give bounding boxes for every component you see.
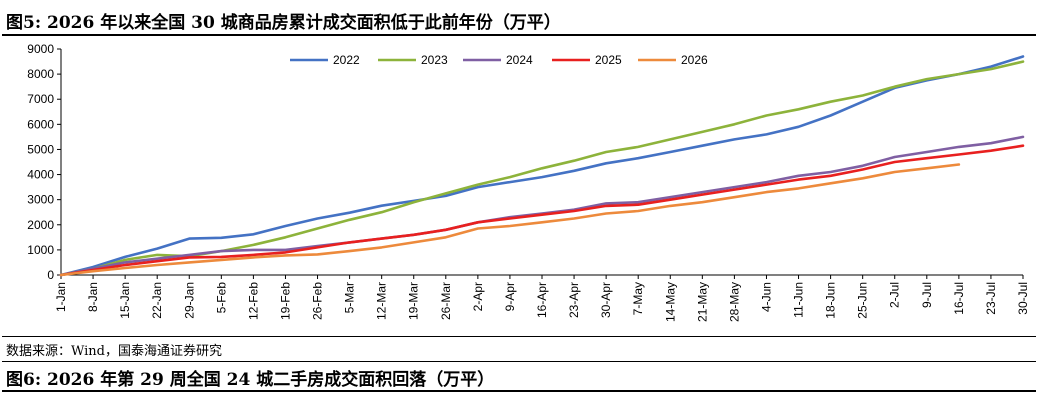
x-tick-label: 9-Apr xyxy=(503,282,517,311)
legend: 2022 2023 2024 2025 2026 xyxy=(290,53,708,67)
x-tick-label: 19-Mar xyxy=(407,282,421,320)
legend-label-2025: 2025 xyxy=(595,53,622,67)
cumulative-transaction-area-line-chart: 0 1000 2000 3000 4000 5000 6000 7000 8000 9000 1-… xyxy=(27,42,1030,322)
y-tick-label: 9000 xyxy=(27,42,54,56)
x-tick-label: 25-Jun xyxy=(856,282,870,319)
x-tick-label: 11-Jun xyxy=(792,282,806,318)
y-tick-label: 8000 xyxy=(27,67,54,81)
series-line-2022 xyxy=(59,55,1025,277)
x-tick-label: 16-Jul xyxy=(952,282,966,315)
series-line-2026 xyxy=(59,163,961,277)
source-note: 数据来源：Wind，国泰海通证券研究 xyxy=(6,344,222,359)
x-tick-label: 9-Jul xyxy=(920,282,934,308)
x-tick-label: 2-Apr xyxy=(471,282,485,311)
source-divider xyxy=(2,336,1036,337)
x-tick-label: 23-Apr xyxy=(567,282,581,318)
x-tick-label: 1-Jan xyxy=(54,282,68,312)
x-tick-label: 7-May xyxy=(631,282,645,315)
x-tick-label: 14-May xyxy=(663,282,677,322)
x-tick-label: 8-Jan xyxy=(86,282,100,312)
title-underline xyxy=(2,34,1036,36)
figure-6-top-rule xyxy=(2,361,1036,362)
legend-label-2022: 2022 xyxy=(333,53,360,67)
x-tick-label: 4-Jun xyxy=(759,282,773,312)
x-tick-label: 18-Jun xyxy=(824,282,838,319)
x-axis: 1-Jan 8-Jan 15-Jan 22-Jan 29-Jan 5-Feb 12-Feb 1… xyxy=(54,274,1030,322)
x-tick-label: 5-Mar xyxy=(343,282,357,313)
figure-6-underline xyxy=(2,390,1036,392)
y-tick-label: 0 xyxy=(47,268,54,282)
y-tick-label: 4000 xyxy=(27,168,54,182)
figure-5-title: 图5: 2026 年以来全国 30 城商品房累计成交面积低于此前年份（万平） xyxy=(6,13,561,33)
x-tick-label: 19-Feb xyxy=(278,282,292,320)
legend-label-2026: 2026 xyxy=(681,53,708,67)
x-tick-label: 28-May xyxy=(727,282,741,322)
figure-6-title: 图6: 2026 年第 29 周全国 24 城二手房成交面积回落（万平） xyxy=(6,370,495,390)
series-lines xyxy=(59,55,1025,277)
x-tick-label: 30-Apr xyxy=(599,282,613,318)
x-tick-label: 26-Feb xyxy=(311,282,325,320)
x-tick-label: 30-Jul xyxy=(1016,282,1030,315)
series-line-2025 xyxy=(59,144,1025,277)
legend-label-2023: 2023 xyxy=(421,53,448,67)
x-tick-label: 16-Apr xyxy=(535,282,549,318)
x-tick-label: 5-Feb xyxy=(214,282,228,314)
x-tick-label: 29-Jan xyxy=(182,282,196,319)
x-tick-label: 12-Mar xyxy=(375,282,389,320)
x-tick-label: 15-Jan xyxy=(118,282,132,319)
x-tick-label: 23-Jul xyxy=(984,282,998,315)
y-tick-label: 1000 xyxy=(27,243,54,257)
y-tick-label: 5000 xyxy=(27,142,54,156)
y-tick-label: 7000 xyxy=(27,92,54,106)
x-tick-label: 21-May xyxy=(695,282,709,322)
x-tick-label: 2-Jul xyxy=(888,282,902,308)
legend-label-2024: 2024 xyxy=(506,53,533,67)
x-tick-label: 26-Mar xyxy=(439,282,453,320)
x-tick-label: 22-Jan xyxy=(150,282,164,319)
series-line-2024 xyxy=(59,135,1025,277)
y-tick-label: 3000 xyxy=(27,193,54,207)
y-tick-label: 6000 xyxy=(27,117,54,131)
y-axis: 0 1000 2000 3000 4000 5000 6000 7000 8000 9000 xyxy=(27,42,62,282)
x-tick-label: 12-Feb xyxy=(246,282,260,320)
y-tick-label: 2000 xyxy=(27,218,54,232)
